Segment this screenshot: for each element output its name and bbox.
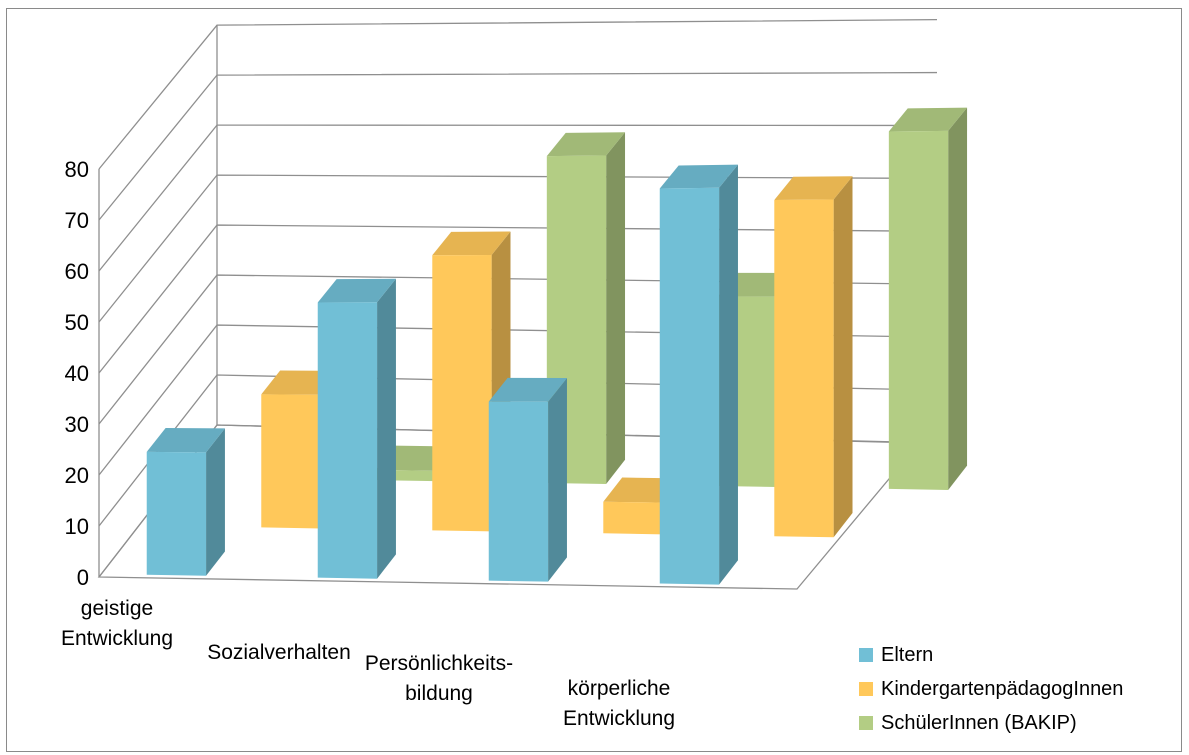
x-category-label: Persönlichkeits-bildung xyxy=(365,652,513,705)
y-tick-label: 70 xyxy=(65,208,89,233)
bar-top-face xyxy=(774,176,853,201)
x-category-label-line: geistige xyxy=(81,597,153,620)
x-category-label-line: körperliche xyxy=(568,677,671,700)
bar-1-1 xyxy=(146,427,225,576)
bar-2-4 xyxy=(774,176,853,538)
bar-front-face xyxy=(261,394,321,529)
x-category-label-line: Sozialverhalten xyxy=(207,641,351,664)
bar-top-face xyxy=(146,427,225,453)
bar-1-2 xyxy=(317,278,396,579)
legend-swatch xyxy=(859,682,873,696)
y-tick-label: 30 xyxy=(65,412,89,437)
legend-swatch xyxy=(859,716,873,730)
bar-top-face xyxy=(488,377,567,402)
x-axis-categories: geistige Entwicklung Sozialverhalten Persön… xyxy=(61,597,675,730)
bar-1-4 xyxy=(659,164,738,585)
bar-1-3 xyxy=(488,377,567,582)
bar-side-face xyxy=(719,164,738,585)
y-tick-label: 80 xyxy=(65,157,89,182)
legend-label: SchülerInnen (BAKIP) xyxy=(881,712,1077,734)
x-category-label-line: Persönlichkeits- xyxy=(365,652,513,675)
bar-side-face xyxy=(377,278,396,579)
legend-label: Eltern xyxy=(881,644,933,666)
bar-chart-3d: 0 10 20 30 40 50 60 70 80 geistige Entwicklung Soz… xyxy=(61,18,1123,734)
y-axis-ticks: 0 10 20 30 40 50 60 70 80 xyxy=(65,157,89,590)
bar-top-face xyxy=(317,278,396,303)
bar-front-face xyxy=(488,401,549,582)
gridline-80 xyxy=(98,18,938,170)
bar-top-face xyxy=(546,132,626,157)
bar-top-face xyxy=(659,164,738,189)
x-category-label-line: Entwicklung xyxy=(563,707,675,730)
y-tick-label: 10 xyxy=(65,514,89,539)
bar-front-face xyxy=(432,254,492,532)
bar-front-face xyxy=(146,451,207,576)
x-category-label: körperliche Entwicklung xyxy=(563,677,675,730)
bar-side-face xyxy=(206,428,225,576)
bar-side-face xyxy=(833,176,853,538)
x-category-label: Sozialverhalten xyxy=(207,641,351,664)
legend-swatch xyxy=(859,648,873,662)
bar-front-face xyxy=(659,187,720,585)
y-tick-label: 50 xyxy=(65,310,89,335)
chart-frame: 0 10 20 30 40 50 60 70 80 geistige Entwicklung Soz… xyxy=(6,8,1182,752)
y-tick-label: 40 xyxy=(65,361,89,386)
bar-side-face xyxy=(606,132,626,485)
bar-front-face xyxy=(774,199,834,538)
bar-front-face xyxy=(603,501,663,535)
bar-top-face xyxy=(432,231,511,256)
legend: Eltern KindergartenpädagogInnen SchülerInn… xyxy=(859,644,1123,734)
bar-side-face xyxy=(548,378,567,582)
x-category-label: geistige Entwicklung xyxy=(61,597,173,650)
y-tick-label: 0 xyxy=(77,565,89,590)
bar-front-face xyxy=(888,130,949,490)
x-category-label-line: bildung xyxy=(405,682,473,705)
y-tick-label: 20 xyxy=(65,463,89,488)
bar-side-face xyxy=(948,107,968,490)
bar-front-face xyxy=(317,302,378,579)
y-tick-label: 60 xyxy=(65,259,89,284)
legend-label: KindergartenpädagogInnen xyxy=(881,678,1123,700)
bar-3-4 xyxy=(888,107,968,490)
x-category-label-line: Entwicklung xyxy=(61,627,173,650)
bars xyxy=(146,107,968,585)
bar-top-face xyxy=(888,107,968,132)
